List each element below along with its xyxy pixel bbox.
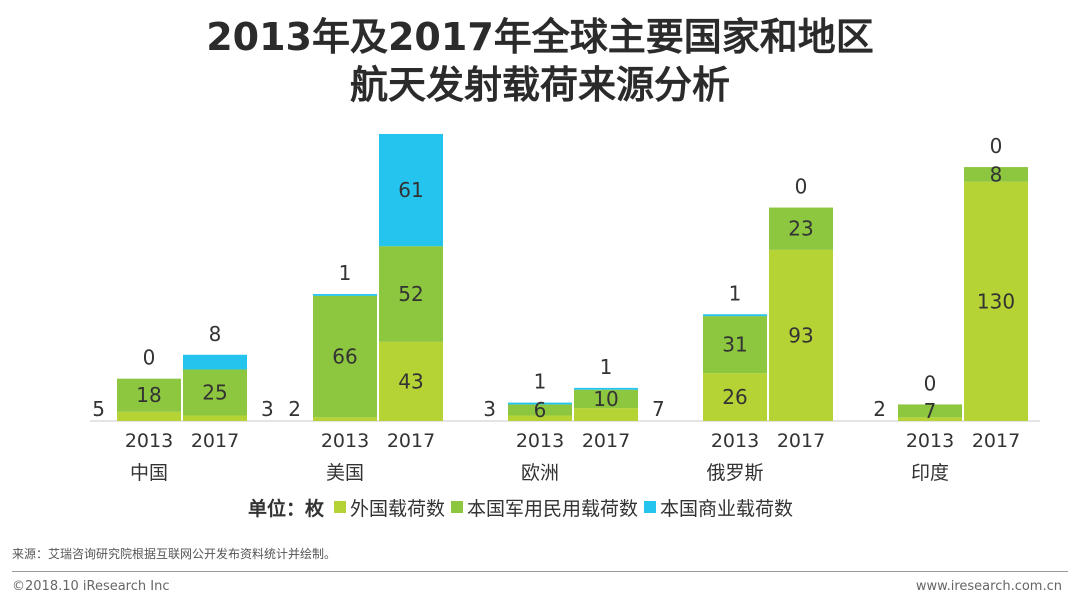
copyright: ©2018.10 iResearch Inc bbox=[12, 579, 170, 594]
bar-欧洲-2017-series1 bbox=[574, 389, 638, 409]
chart-legend: 单位：枚 外国载荷数 本国军用民用载荷数 本国商业载荷数 bbox=[248, 494, 799, 520]
year-label-俄罗斯-2017: 2017 bbox=[777, 430, 825, 452]
data-label-印度-2013-series0: 2 bbox=[873, 397, 886, 421]
bar-美国-2017-series2 bbox=[379, 133, 443, 247]
source-note: 来源：艾瑞咨询研究院根据互联网公开发布资料统计并绘制。 bbox=[12, 547, 337, 561]
data-label-俄罗斯-2013-series0: 26 bbox=[722, 385, 747, 409]
bar-中国-2017-series2 bbox=[183, 354, 247, 370]
region-label-俄罗斯: 俄罗斯 bbox=[706, 462, 763, 484]
data-label-美国-2017-series1: 52 bbox=[398, 282, 423, 306]
data-label-印度-2017-series0: 130 bbox=[977, 289, 1015, 313]
bar-中国-2013-series1 bbox=[117, 378, 181, 412]
stacked-bar-chart: 0185201382532017中国166220136152432017美国16… bbox=[90, 133, 1040, 484]
bar-俄罗斯-2017-series1 bbox=[769, 207, 833, 250]
legend-item-foreign: 外国载荷数 bbox=[334, 494, 445, 521]
bar-俄罗斯-2013-series2 bbox=[703, 314, 767, 317]
legend-swatch-commercial bbox=[644, 501, 657, 513]
year-label-欧洲-2013: 2013 bbox=[516, 430, 564, 452]
year-label-中国-2017: 2017 bbox=[191, 430, 239, 452]
bar-印度-2017-series1 bbox=[964, 167, 1028, 182]
bar-美国-2013-series2 bbox=[313, 294, 377, 296]
chart-title-line2: 航天发射载荷来源分析 bbox=[349, 63, 730, 107]
data-label-中国-2017-series0: 3 bbox=[261, 397, 274, 421]
bar-印度-2017-series0 bbox=[964, 181, 1028, 421]
legend-label-commercial: 本国商业载荷数 bbox=[660, 497, 794, 520]
legend-label-domestic: 本国军用民用载荷数 bbox=[467, 497, 639, 520]
data-label-中国-2013-series1: 18 bbox=[136, 383, 161, 407]
data-label-欧洲-2017-series1: 10 bbox=[593, 387, 618, 411]
chart-title-line1: 2013年及2017年全球主要国家和地区 bbox=[206, 15, 874, 59]
data-label-欧洲-2013-series2: 1 bbox=[534, 370, 547, 394]
data-label-俄罗斯-2013-series2: 1 bbox=[729, 281, 742, 305]
legend-swatch-foreign bbox=[334, 501, 347, 513]
bar-中国-2017-series1 bbox=[183, 369, 247, 416]
bar-美国-2017-series1 bbox=[379, 246, 443, 342]
year-label-欧洲-2017: 2017 bbox=[582, 430, 630, 452]
data-label-俄罗斯-2013-series1: 31 bbox=[722, 333, 747, 357]
data-label-印度-2013-series2: 0 bbox=[924, 371, 937, 395]
data-label-美国-2017-series0: 43 bbox=[398, 369, 423, 393]
data-label-印度-2013-series1: 7 bbox=[924, 399, 937, 423]
website-url: www.iresearch.com.cn bbox=[915, 579, 1062, 594]
bar-美国-2017-series0 bbox=[379, 341, 443, 421]
bar-印度-2013-series1 bbox=[898, 404, 962, 418]
data-label-俄罗斯-2017-series0: 93 bbox=[788, 323, 813, 347]
data-label-中国-2013-series2: 0 bbox=[143, 346, 156, 370]
data-label-俄罗斯-2017-series2: 0 bbox=[795, 175, 808, 199]
bar-俄罗斯-2013-series1 bbox=[703, 316, 767, 374]
year-label-中国-2013: 2013 bbox=[125, 430, 173, 452]
data-label-美国-2017-series2: 61 bbox=[398, 178, 423, 202]
legend-swatch-domestic bbox=[451, 501, 464, 513]
bar-印度-2013-series0 bbox=[898, 417, 962, 421]
bar-俄罗斯-2017-series0 bbox=[769, 249, 833, 421]
bar-欧洲-2013-series0 bbox=[508, 415, 572, 421]
bar-俄罗斯-2013-series0 bbox=[703, 373, 767, 421]
data-label-俄罗斯-2017-series1: 23 bbox=[788, 217, 813, 241]
data-label-美国-2013-series2: 1 bbox=[339, 261, 352, 285]
legend-label-foreign: 外国载荷数 bbox=[350, 497, 446, 520]
year-label-印度-2013: 2013 bbox=[906, 430, 954, 452]
region-label-欧洲: 欧洲 bbox=[521, 462, 559, 484]
data-label-美国-2013-series0: 2 bbox=[288, 397, 301, 421]
legend-unit-label: 单位：枚 bbox=[248, 497, 325, 520]
data-label-中国-2013-series0: 5 bbox=[92, 397, 105, 421]
data-label-中国-2017-series1: 25 bbox=[202, 380, 227, 404]
data-label-欧洲-2013-series0: 3 bbox=[483, 397, 496, 421]
bar-中国-2013-series0 bbox=[117, 411, 181, 421]
year-label-美国-2013: 2013 bbox=[321, 430, 369, 452]
region-label-印度: 印度 bbox=[911, 462, 949, 484]
bar-中国-2017-series0 bbox=[183, 415, 247, 421]
bar-美国-2013-series0 bbox=[313, 417, 377, 421]
bar-欧洲-2017-series2 bbox=[574, 387, 638, 390]
data-label-印度-2017-series1: 8 bbox=[990, 162, 1003, 186]
data-label-欧洲-2017-series0: 7 bbox=[652, 397, 665, 421]
data-label-中国-2017-series2: 8 bbox=[209, 322, 222, 346]
year-label-印度-2017: 2017 bbox=[972, 430, 1020, 452]
year-label-俄罗斯-2013: 2013 bbox=[711, 430, 759, 452]
data-label-美国-2013-series1: 66 bbox=[332, 345, 357, 369]
bar-欧洲-2013-series1 bbox=[508, 404, 572, 416]
legend-item-domestic: 本国军用民用载荷数 bbox=[451, 494, 638, 521]
bar-美国-2013-series1 bbox=[313, 295, 377, 418]
bar-欧洲-2013-series2 bbox=[508, 402, 572, 405]
footer-divider bbox=[12, 571, 1068, 572]
data-label-印度-2017-series2: 0 bbox=[990, 134, 1003, 158]
region-label-美国: 美国 bbox=[326, 462, 364, 484]
data-label-欧洲-2013-series1: 6 bbox=[534, 398, 547, 422]
bar-欧洲-2017-series0 bbox=[574, 408, 638, 421]
year-label-美国-2017: 2017 bbox=[387, 430, 435, 452]
data-label-欧洲-2017-series2: 1 bbox=[600, 355, 613, 379]
region-label-中国: 中国 bbox=[130, 462, 168, 484]
legend-item-commercial: 本国商业载荷数 bbox=[644, 494, 793, 521]
